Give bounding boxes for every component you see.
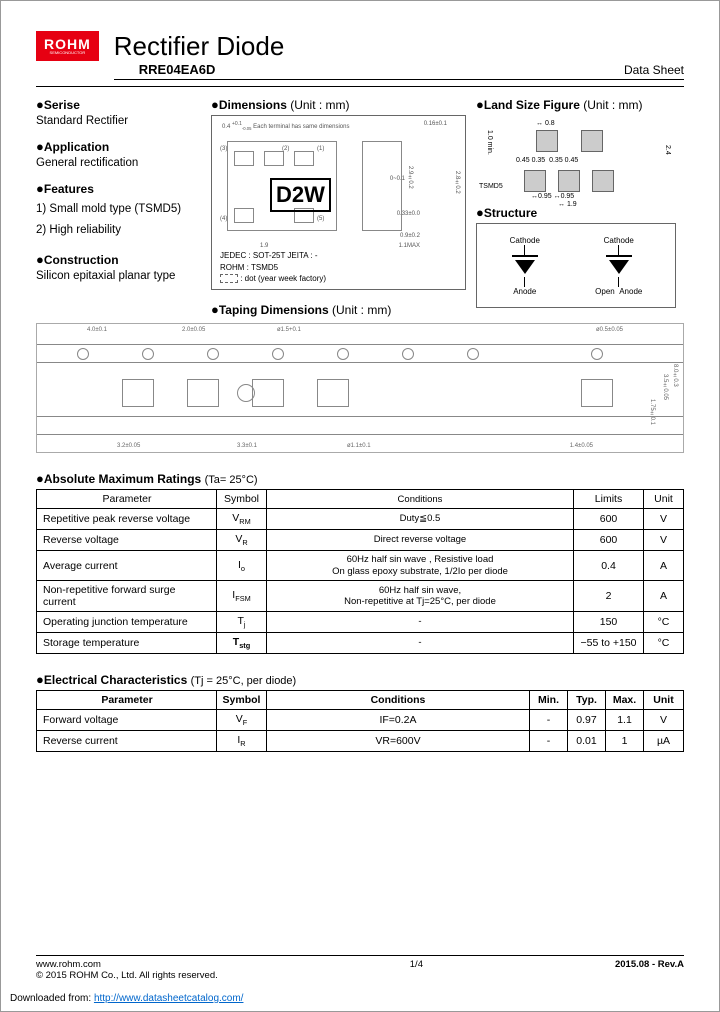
construction-text: Silicon epitaxial planar type (36, 270, 201, 282)
package-mark: D2W (270, 178, 331, 212)
table-row: Non-repetitive forward surge currentIFSM… (37, 580, 684, 611)
logo: ROHM SEMICONDUCTOR (36, 31, 99, 61)
table-row: Average currentIo60Hz half sin wave , Re… (37, 551, 684, 581)
absmax-title: ●Absolute Maximum Ratings (Ta= 25°C) (36, 471, 684, 486)
series-head: ●Serise (36, 97, 201, 112)
part-number: RRE04EA6D (139, 62, 216, 77)
footer-copyright: © 2015 ROHM Co., Ltd. All rights reserve… (36, 970, 218, 981)
elec-h-sym: Symbol (217, 691, 267, 710)
elec-h-typ: Typ. (568, 691, 606, 710)
dimensions-drawing: 0.4 +0.1-0.05 Each terminal has same dim… (211, 115, 466, 290)
feature-item-1: 1) Small mold type (TSMD5) (36, 199, 201, 220)
anode-label-2: Anode (619, 287, 642, 296)
taping-drawing: 4.0±0.1 2.0±0.05 ø1.5+0.1 ø0.5±0.05 3.5±… (36, 323, 684, 453)
revision: 2015.08 - Rev.A (615, 959, 684, 981)
landsize-head: ●Land Size Figure (Unit : mm) (476, 97, 676, 112)
table-row: Reverse currentIRVR=600V-0.011µA (37, 731, 684, 752)
table-row: Reverse voltageVRDirect reverse voltage6… (37, 530, 684, 551)
table-row: Repetitive peak reverse voltageVRMDuty≦0… (37, 509, 684, 530)
download-note: Downloaded from: http://www.datasheetcat… (10, 993, 243, 1004)
anode-label-1: Anode (510, 287, 540, 296)
jedec-text: JEDEC : SOT-25T JEITA : - (220, 250, 326, 261)
elec-table: Parameter Symbol Conditions Min. Typ. Ma… (36, 690, 684, 752)
cathode-label-1: Cathode (510, 236, 540, 245)
table-row: Storage temperatureTstg-−55 to +150°C (37, 633, 684, 654)
features-list: 1) Small mold type (TSMD5) 2) High relia… (36, 199, 201, 240)
elec-h-max: Max. (606, 691, 644, 710)
download-link[interactable]: http://www.datasheetcatalog.com/ (94, 993, 244, 1004)
absmax-h-sym: Symbol (217, 490, 267, 509)
elec-h-unit: Unit (644, 691, 684, 710)
taping-head: ●Taping Dimensions (Unit : mm) (211, 302, 466, 317)
absmax-h-param: Parameter (37, 490, 217, 509)
application-text: General rectification (36, 157, 201, 169)
absmax-h-cond: Conditions (267, 490, 574, 509)
application-head: ●Application (36, 139, 201, 154)
landsize-drawing: ↔ 0.8 1.0 min. 2.4 0.45 0.35 0.35 0.45 ↔… (476, 115, 676, 205)
features-head: ●Features (36, 181, 201, 196)
elec-h-param: Parameter (37, 691, 217, 710)
absmax-table: Parameter Symbol Conditions Limits Unit … (36, 489, 684, 654)
construction-head: ●Construction (36, 252, 201, 267)
series-text: Standard Rectifier (36, 115, 201, 127)
elec-title: ●Electrical Characteristics (Tj = 25°C, … (36, 672, 684, 687)
cathode-label-2: Cathode (595, 236, 642, 245)
elec-h-cond: Conditions (267, 691, 530, 710)
footer: www.rohm.com © 2015 ROHM Co., Ltd. All r… (36, 955, 684, 981)
feature-item-2: 2) High reliability (36, 220, 201, 241)
structure-drawing: Cathode Anode Cathode Open Anode (476, 223, 676, 308)
rohm-pkg-text: ROHM : TSMD5 (220, 262, 326, 273)
dot-text: : dot (year week factory) (238, 274, 326, 283)
logo-main: ROHM (44, 37, 91, 51)
page-title: Rectifier Diode (114, 31, 684, 62)
logo-sub: SEMICONDUCTOR (44, 51, 91, 55)
page-number: 1/4 (410, 959, 423, 981)
dimensions-head: ●Dimensions (Unit : mm) (211, 97, 466, 112)
footer-url: www.rohm.com (36, 959, 218, 970)
table-row: Forward voltageVFIF=0.2A-0.971.1V (37, 710, 684, 731)
absmax-h-lim: Limits (574, 490, 644, 509)
absmax-h-unit: Unit (644, 490, 684, 509)
doc-type: Data Sheet (624, 63, 684, 77)
table-row: Operating junction temperatureTj-150°C (37, 611, 684, 632)
open-label: Open (595, 287, 615, 296)
elec-h-min: Min. (530, 691, 568, 710)
